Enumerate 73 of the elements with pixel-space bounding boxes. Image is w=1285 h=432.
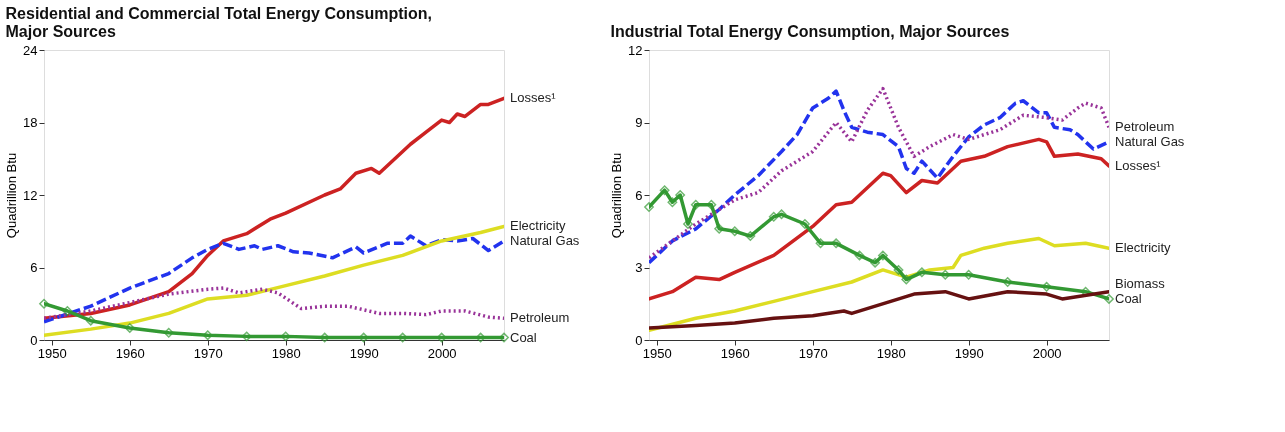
point: [893, 264, 904, 275]
point: [690, 199, 701, 210]
point: [1002, 277, 1013, 287]
series-label: Coal: [1115, 290, 1142, 306]
point: [85, 315, 96, 326]
x-tick-label: 1990: [954, 345, 984, 361]
x-tick-label: 1980: [876, 345, 906, 361]
point: [870, 257, 881, 268]
point: [499, 332, 509, 343]
point: [714, 223, 725, 234]
line-series: [649, 289, 1109, 330]
point: [877, 250, 888, 261]
series-label: Petroleum: [510, 310, 570, 326]
y-tick-label: 18: [23, 115, 38, 130]
y-tick-label: 6: [30, 260, 38, 275]
x-tick-label: 1960: [720, 345, 750, 361]
y-tick-label: 12: [628, 42, 643, 58]
line-series: [649, 137, 1109, 301]
point: [667, 197, 678, 208]
y-tick-label: 3: [635, 260, 643, 275]
point: [39, 298, 49, 309]
series-label: Natural Gas: [1115, 133, 1185, 149]
x-tick-label: 1980: [271, 345, 301, 361]
point: [776, 209, 787, 220]
point: [745, 231, 756, 242]
point: [124, 322, 135, 333]
series-label: Electricity: [1115, 240, 1172, 256]
y-tick-label: 0: [635, 332, 643, 348]
x-tick-label: 1970: [193, 345, 223, 361]
point: [800, 219, 810, 229]
chart-title: Industrial Total Energy Consumption, Major Sources: [610, 23, 1010, 40]
point: [241, 331, 252, 342]
y-tick-label: 24: [23, 42, 38, 58]
line-series: [44, 286, 504, 320]
point: [916, 267, 927, 278]
y-tick-label: 6: [635, 187, 643, 203]
point: [831, 238, 842, 249]
series-label: Biomass: [1115, 275, 1166, 291]
x-tick-label: 2000: [427, 345, 457, 361]
point: [854, 250, 865, 261]
y-axis-title: Quadrillion Btu: [4, 152, 20, 239]
y-tick-label: 9: [635, 115, 643, 130]
point: [202, 330, 213, 341]
series-label: Losses¹: [1115, 158, 1162, 173]
x-tick-label: 1960: [115, 345, 145, 361]
series-label: Coal: [510, 329, 537, 345]
x-tick-label: 1990: [349, 345, 379, 361]
point: [729, 226, 740, 237]
x-tick-label: 1970: [798, 345, 828, 361]
y-axis-title: Quadrillion Btu: [609, 152, 625, 239]
point: [62, 306, 73, 316]
y-tick-label: 0: [30, 332, 38, 348]
point: [644, 202, 654, 213]
point: [659, 185, 670, 196]
series-label: Electricity: [510, 217, 567, 233]
point: [1041, 281, 1052, 292]
point: [1104, 293, 1114, 304]
x-tick-label: 2000: [1032, 345, 1062, 361]
point: [901, 274, 912, 285]
point: [768, 211, 779, 222]
series-label: Losses¹: [510, 90, 557, 106]
point: [675, 190, 686, 200]
point: [815, 238, 826, 249]
y-tick-label: 12: [23, 187, 38, 203]
series-label: Natural Gas: [510, 232, 580, 248]
line-series: [44, 224, 504, 337]
line-series: [649, 236, 1109, 333]
x-tick-label: 1950: [37, 345, 67, 361]
chart-title: Residential and Commercial Total Energy Consumption, Major Sources: [5, 5, 432, 40]
series-label: Petroleum: [1115, 118, 1175, 134]
x-tick-label: 1950: [642, 345, 672, 361]
point: [706, 199, 717, 210]
line-series: [44, 234, 504, 324]
